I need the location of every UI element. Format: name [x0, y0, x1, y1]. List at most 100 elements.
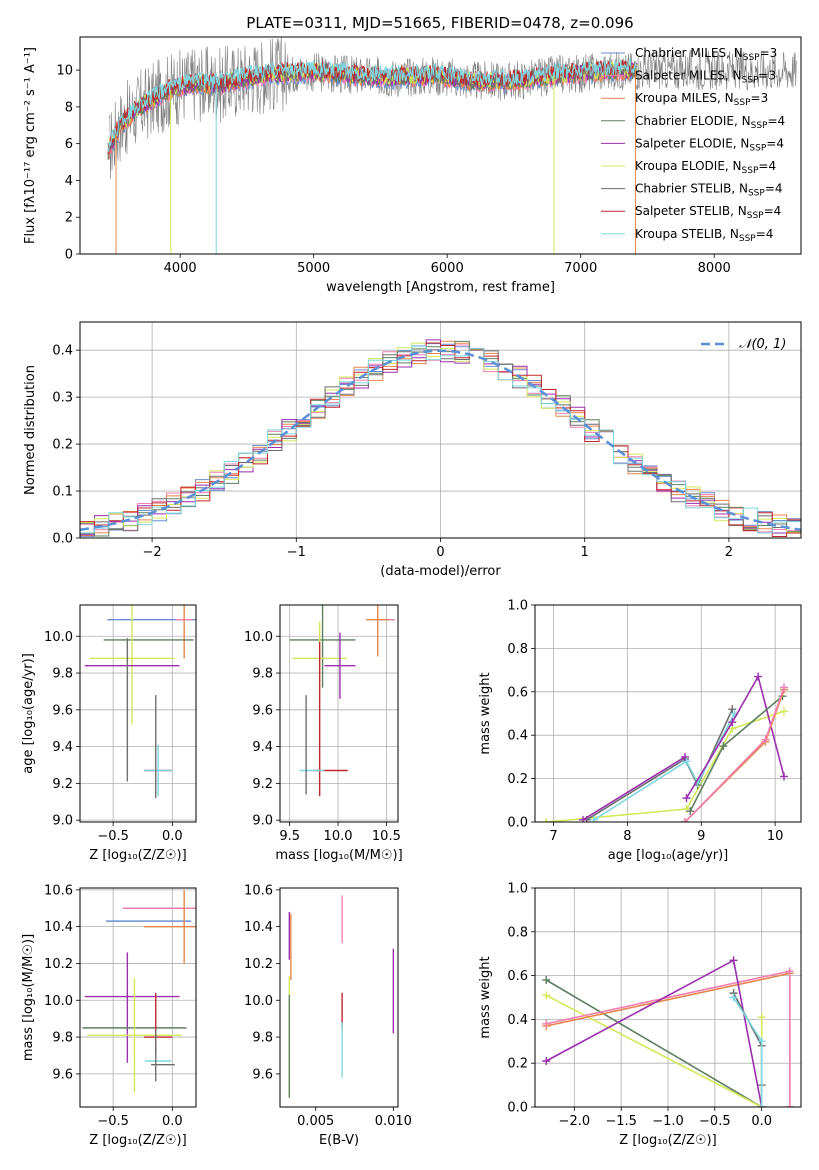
y-tick-label: 9.4	[252, 740, 273, 755]
legend-label: Chabrier MILES, NSSP=3	[635, 46, 777, 63]
age-vs-metallicity-panel: −0.5 0.0 9.0 9.2 9.4 9.6 9.8 10.0 Z [log₁₀(Z/Z☉)…	[21, 604, 197, 863]
x-tick-label: 6000	[431, 261, 464, 276]
legend-label: Chabrier STELIB, NSSP=4	[635, 182, 783, 199]
legend-label-sub: SSP	[743, 53, 760, 63]
weight-marker	[780, 707, 789, 716]
legend-label-sub: SSP	[751, 121, 768, 131]
model-spectrum-line-kroupa-stelib	[107, 58, 638, 153]
mass-vs-metallicity-panel: −0.5 0.0 9.6 9.8 10.0 10.2 10.4 10.6 Z [log₁₀(Z/…	[21, 883, 197, 1148]
y-tick-label: 9.2	[252, 777, 273, 792]
legend-label: Salpeter STELIB, NSSP=4	[635, 204, 781, 221]
weight-marker	[542, 818, 551, 822]
y-tick-label: 9.6	[252, 703, 273, 718]
page-title: PLATE=0311, MJD=51665, FIBERID=0478, z=0…	[246, 14, 633, 32]
x-tick-label: 9.5	[279, 829, 300, 844]
axes-frame	[79, 321, 802, 539]
y-tick-label: 9.8	[252, 667, 273, 682]
x-tick-label: −0.5	[97, 1114, 129, 1129]
weight-marker	[686, 807, 695, 816]
legend-label-suffix: =4	[766, 136, 784, 150]
weight-marker	[579, 815, 588, 822]
weight-marker	[780, 772, 789, 781]
y-tick-label: 9.2	[52, 777, 73, 792]
y-tick-label: 9.6	[252, 1067, 273, 1082]
legend-label: Kroupa STELIB, NSSP=4	[635, 227, 773, 244]
x-tick-label: 0.0	[751, 1114, 772, 1129]
x-axis-label: (data-model)/error	[380, 564, 501, 579]
weight-marker	[754, 672, 763, 681]
y-tick-label: 10.0	[44, 630, 73, 645]
axes-frame	[279, 604, 399, 823]
axes-frame	[79, 36, 802, 255]
weight-plot-area	[542, 956, 794, 1107]
y-tick-label: 0.0	[52, 532, 73, 547]
errorbar-plot-area	[82, 889, 196, 1093]
y-tick-label: 0.2	[52, 438, 73, 453]
y-tick-label: 0.0	[507, 816, 528, 831]
weight-marker	[542, 975, 551, 984]
y-tick-label: 0.4	[52, 344, 73, 359]
histogram-step-kroupa-stelib	[80, 345, 801, 538]
y-tick-label: 1.0	[507, 599, 528, 614]
x-tick-label: −0.5	[97, 829, 129, 844]
legend-label-main: Chabrier ELODIE, N	[635, 114, 751, 128]
x-tick-label: −1	[287, 545, 306, 560]
legend-label-main: Kroupa ELODIE, N	[635, 159, 742, 173]
x-tick-label: 7	[549, 829, 557, 844]
legend-label-sub: SSP	[742, 76, 759, 86]
y-tick-label: 9.8	[52, 667, 73, 682]
y-axis-label: Normed distribution	[23, 365, 38, 495]
y-tick-label: 0.8	[507, 642, 528, 657]
spectrum-panel: 4000 5000 6000 7000 8000 0 2 4 6 8 10 wavelength [A…	[23, 36, 802, 295]
y-tick-label: 10.4	[244, 920, 273, 935]
weight-line	[732, 997, 763, 1107]
residual-plot-area	[80, 339, 801, 538]
y-tick-label: 0.2	[507, 1057, 528, 1072]
weight-vs-metallicity-panel: −2.0 −1.5 −1.0 −0.5 0.0 0.0 0.2 0.4 0.6 0.8 1.0 Z […	[478, 882, 802, 1148]
x-axis-label: age [log₁₀(age/yr)]	[608, 848, 729, 863]
y-tick-label: 9.0	[252, 814, 273, 829]
weight-plot-area	[542, 672, 789, 822]
weight-marker	[719, 742, 728, 751]
x-tick-label: −1.0	[652, 1114, 684, 1129]
x-axis-label: Z [log₁₀(Z/Z☉)]	[89, 1133, 186, 1148]
x-tick-label: −0.5	[699, 1114, 731, 1129]
x-tick-label: 9	[697, 829, 705, 844]
weight-line	[732, 992, 763, 1107]
y-tick-label: 0.1	[52, 485, 73, 500]
x-tick-label: −2	[143, 545, 162, 560]
mass-vs-ebv-panel: 0.005 0.010 9.6 9.8 10.0 10.2 10.4 10.6 E(B-V)	[244, 883, 412, 1148]
y-tick-label: 0.3	[52, 391, 73, 406]
weight-marker	[590, 815, 599, 822]
y-tick-label: 10	[56, 64, 73, 79]
y-tick-label: 0.0	[507, 1101, 528, 1116]
y-tick-label: 4	[65, 174, 73, 189]
y-tick-label: 1.0	[507, 882, 528, 897]
legend-label-suffix: =3	[751, 91, 769, 105]
x-tick-label: 0.0	[162, 829, 183, 844]
legend-label: Chabrier ELODIE, NSSP=4	[635, 114, 785, 131]
legend-label: Salpeter ELODIE, NSSP=4	[635, 136, 784, 153]
y-tick-label: 10.6	[44, 883, 73, 898]
y-tick-label: 0.8	[507, 925, 528, 940]
legend-label-sub: SSP	[734, 98, 751, 108]
legend-label: 𝒩(0, 1)	[739, 337, 786, 352]
y-tick-label: 9.4	[52, 740, 73, 755]
spectrum-plot-area	[107, 37, 797, 254]
axes-frame	[79, 604, 197, 823]
y-tick-label: 10.2	[244, 957, 273, 972]
weight-marker	[785, 967, 794, 976]
legend-label-main: Salpeter ELODIE, N	[635, 136, 749, 150]
x-tick-label: 4000	[164, 261, 197, 276]
y-tick-label: 10.0	[44, 994, 73, 1009]
y-tick-label: 0.4	[507, 729, 528, 744]
y-tick-label: 0.6	[507, 969, 528, 984]
weight-marker	[780, 683, 789, 692]
legend-label-sub: SSP	[747, 211, 764, 221]
legend-label-main: Chabrier MILES, N	[635, 46, 743, 60]
x-tick-label: 7000	[564, 261, 597, 276]
x-tick-label: 5000	[297, 261, 330, 276]
y-tick-label: 10.0	[244, 630, 273, 645]
axes-frame	[79, 887, 197, 1108]
